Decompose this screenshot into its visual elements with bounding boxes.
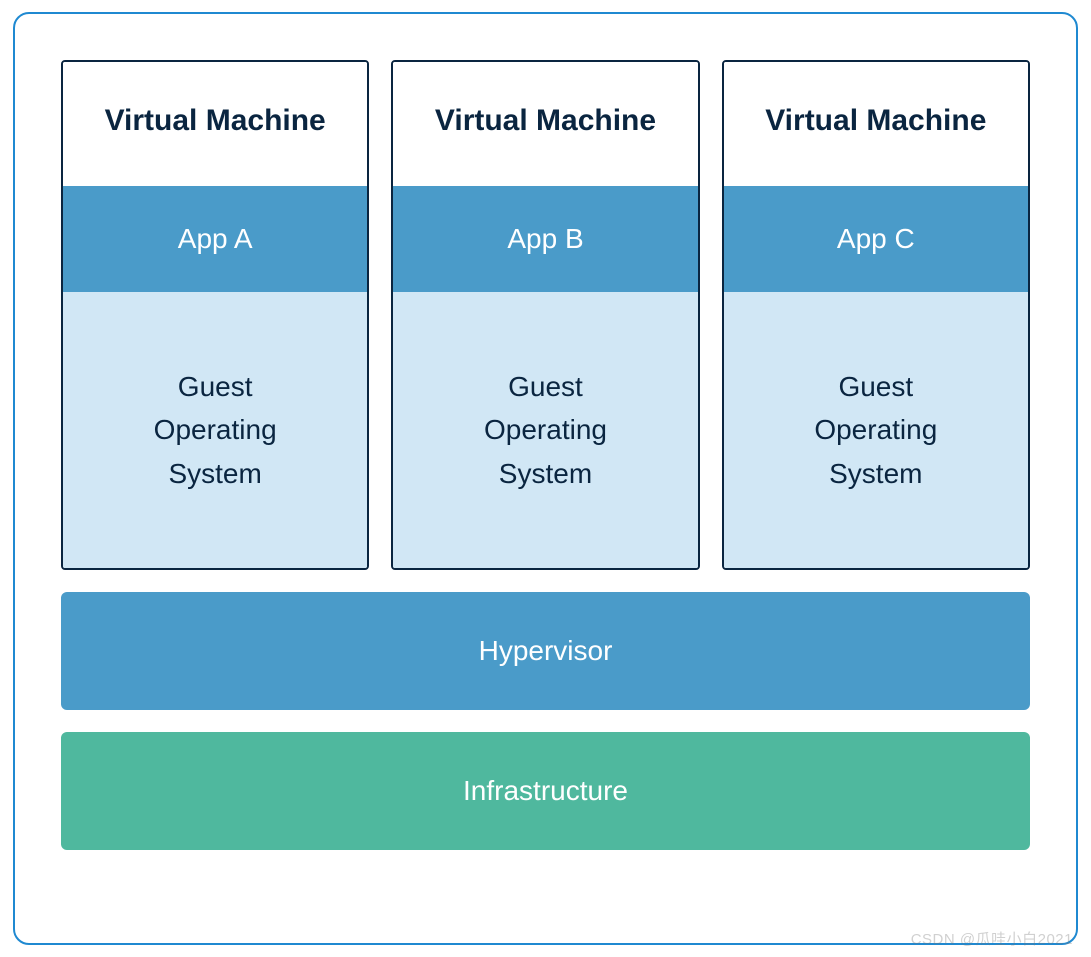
guest-os-box-a: Guest Operating System [63, 292, 367, 568]
hypervisor-layer: Hypervisor [61, 592, 1030, 710]
app-box-a: App A [63, 186, 367, 292]
vm-title: Virtual Machine [63, 62, 367, 186]
watermark-text: CSDN @瓜哇小白2021 [911, 928, 1073, 949]
guest-os-box-b: Guest Operating System [393, 292, 697, 568]
vm-title: Virtual Machine [393, 62, 697, 186]
vm-box-b: Virtual Machine App B Guest Operating Sy… [391, 60, 699, 570]
diagram-outer-container: Virtual Machine App A Guest Operating Sy… [13, 12, 1078, 945]
app-box-c: App C [724, 186, 1028, 292]
guest-os-box-c: Guest Operating System [724, 292, 1028, 568]
vm-box-c: Virtual Machine App C Guest Operating Sy… [722, 60, 1030, 570]
vm-box-a: Virtual Machine App A Guest Operating Sy… [61, 60, 369, 570]
app-box-b: App B [393, 186, 697, 292]
vm-row: Virtual Machine App A Guest Operating Sy… [61, 60, 1030, 570]
vm-title: Virtual Machine [724, 62, 1028, 186]
infrastructure-layer: Infrastructure [61, 732, 1030, 850]
